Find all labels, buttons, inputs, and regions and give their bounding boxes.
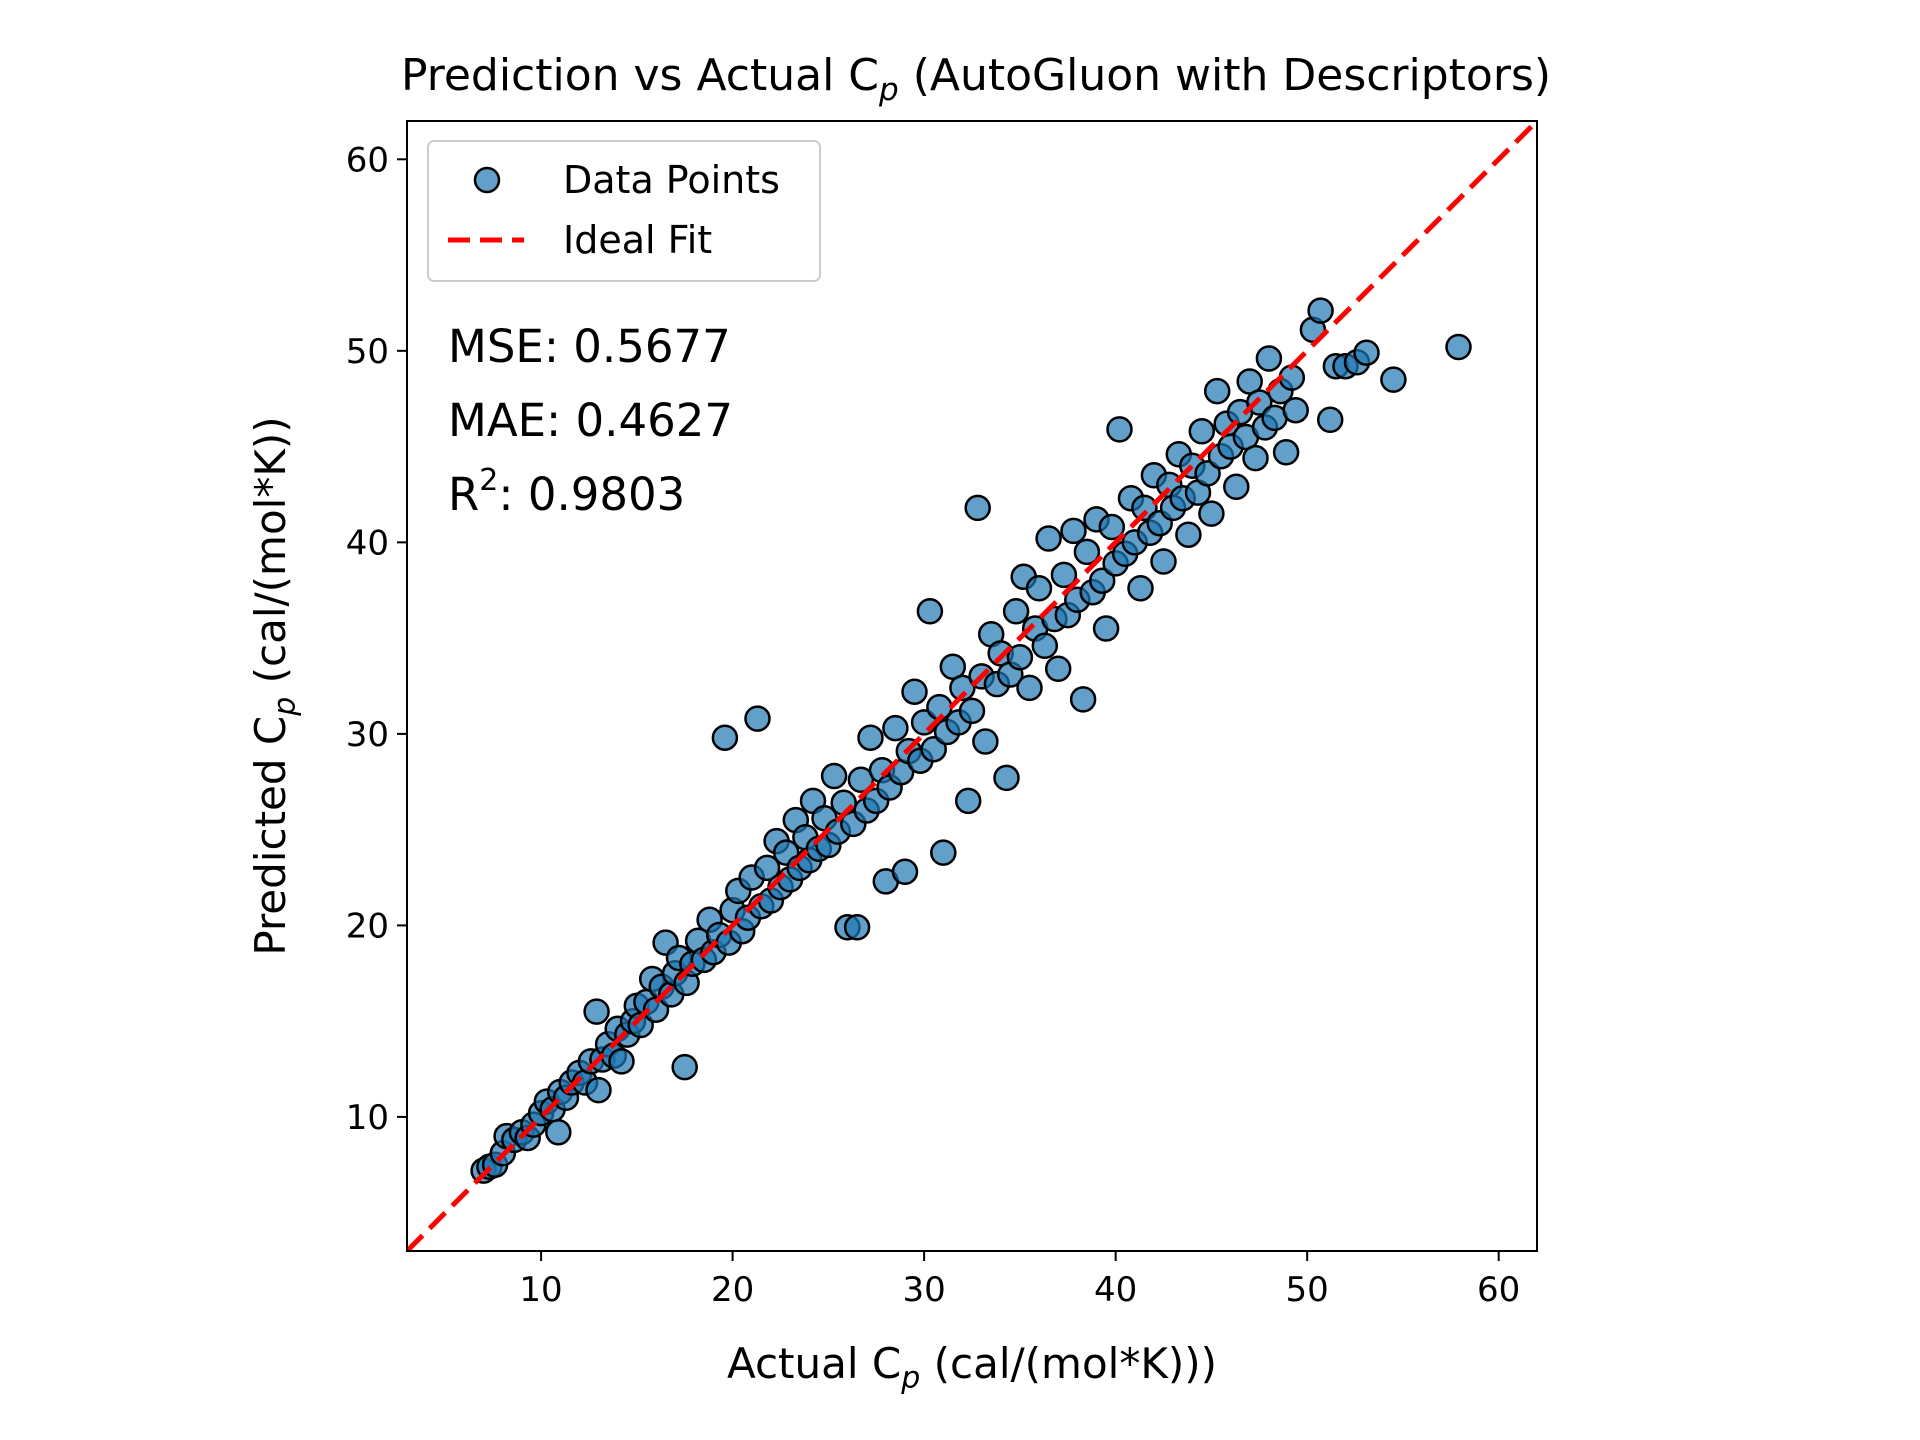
plot-frame [406,120,1538,1252]
data-points-layer [470,297,1472,1184]
data-point [891,858,919,886]
data-point [545,1119,572,1146]
data-point [949,674,976,702]
data-point [1255,345,1283,372]
data-point [916,598,944,625]
metrics-annotation: MSE: 0.5677 MAE: 0.4627 R2: 0.9803 [448,320,733,521]
data-point [1272,439,1300,466]
data-point [954,787,982,815]
x-tick-label: 20 [711,1270,754,1310]
chart-title: Prediction vs Actual Cp (AutoGluon with … [401,50,1551,108]
data-point [1016,674,1043,702]
legend-label-data-points: Data Points [563,158,780,202]
ideal-fit-line [407,121,1537,1251]
x-tick-label: 60 [1477,1270,1520,1310]
data-point [1380,366,1407,393]
data-point [1031,632,1059,660]
data-point [1088,567,1116,594]
data-point [820,762,848,790]
data-point [1073,538,1101,566]
y-axis-title: Predicted Cp (cal/(mol*K)) [246,416,303,955]
data-point [1188,418,1216,445]
data-point [711,724,739,751]
legend-label-ideal-fit: Ideal Fit [563,218,712,262]
data-point [1060,517,1087,545]
data-point [1242,444,1269,472]
data-point [843,914,871,941]
y-tick-label: 10 [346,1098,389,1138]
data-point [1044,655,1072,683]
data-point [1307,297,1334,324]
x-tick-label: 50 [1286,1270,1329,1310]
x-tick-label: 30 [902,1270,945,1310]
data-point [1002,598,1030,625]
data-point [958,697,986,725]
data-point [1150,548,1177,575]
data-point [1069,686,1097,713]
data-point [964,494,991,522]
data-point [1198,500,1225,527]
data-point [972,728,999,755]
data-point [930,839,957,866]
data-point [1035,525,1062,552]
legend-box [427,140,821,282]
data-point [1223,473,1250,501]
metric-r2: R2: 0.9803 [448,463,685,521]
data-point [920,735,947,763]
data-point [1316,406,1344,434]
data-point [671,1053,698,1081]
y-tick-label: 20 [346,906,389,946]
data-point [1098,513,1126,541]
y-axis-ticks: 10 20 30 40 50 60 [346,140,407,1138]
legend: Data Points Ideal Fit [427,140,821,282]
data-point [608,1048,635,1075]
data-point [1127,575,1154,602]
x-axis-ticks: 10 20 30 40 50 60 [519,1251,1520,1310]
data-point [1050,561,1078,589]
y-tick-label: 40 [346,523,389,563]
y-tick-label: 60 [346,140,389,180]
data-point [1092,615,1120,642]
data-point [753,854,781,882]
data-point [1194,460,1221,487]
data-point [1353,339,1380,366]
x-tick-label: 40 [1094,1270,1137,1310]
data-point [1106,416,1133,443]
data-point [901,678,928,705]
data-point [1282,396,1309,424]
metric-mae: MAE: 0.4627 [448,394,733,447]
y-tick-label: 50 [346,332,389,372]
data-point [583,998,610,1025]
data-point [1025,575,1053,602]
x-tick-label: 10 [519,1270,562,1310]
data-point [1203,377,1231,405]
x-axis-title: Actual Cp (cal/(mol*K))) [727,1339,1217,1396]
data-point [857,724,884,751]
legend-marker-data-points [473,166,501,194]
data-point [882,714,909,742]
data-point [1445,333,1472,361]
data-point [1175,521,1202,548]
data-point [1006,644,1034,671]
data-point [585,1076,612,1104]
metric-mse: MSE: 0.5677 [448,320,731,373]
data-point [744,705,771,732]
data-point [993,764,1020,792]
y-tick-label: 30 [346,715,389,755]
